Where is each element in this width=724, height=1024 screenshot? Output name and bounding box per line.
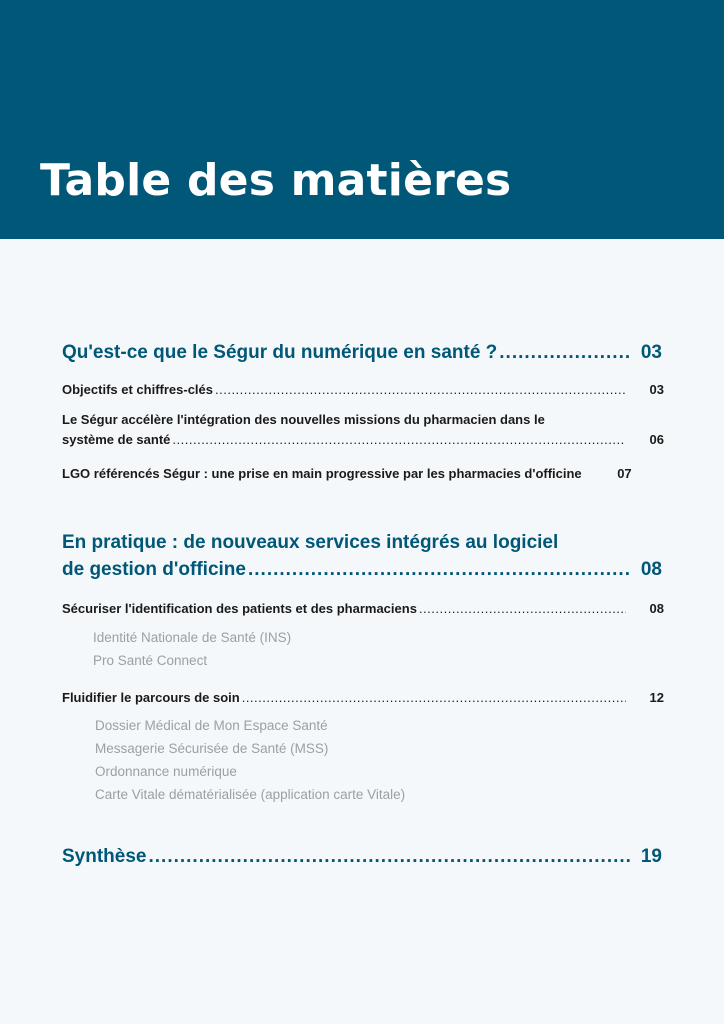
toc-leader-dots — [215, 382, 626, 397]
toc-heading-label-line1[interactable]: En pratique : de nouveaux services intég… — [62, 532, 559, 553]
toc-entry-label: LGO référencés Ségur : une prise en main… — [62, 466, 582, 481]
toc-page-number: 07 — [617, 466, 632, 481]
toc-entry-label: Objectifs et chiffres-clés — [62, 382, 213, 397]
toc-heading-synthese[interactable]: Synthèse 19 — [62, 846, 662, 868]
toc-page-number: 08 — [640, 559, 662, 580]
toc-page-number: 19 — [640, 846, 662, 867]
toc-entry-objectifs[interactable]: Objectifs et chiffres-clés 03 — [62, 382, 664, 397]
toc-page-number: 03 — [640, 342, 662, 363]
toc-leader-dots — [419, 601, 626, 616]
toc-leader-dots — [499, 342, 631, 364]
toc-page-number: 03 — [649, 382, 664, 397]
toc-heading-label: de gestion d'officine — [62, 559, 246, 580]
toc-page-number: 12 — [649, 690, 664, 705]
toc-subitem-dmp[interactable]: Dossier Médical de Mon Espace Santé — [95, 718, 328, 733]
toc-entry-label-line1[interactable]: Le Ségur accélère l'intégration des nouv… — [62, 412, 545, 427]
toc-heading-label: Synthèse — [62, 846, 147, 867]
toc-entry-segur-accelere[interactable]: système de santé 06 — [62, 432, 664, 447]
toc-heading-label: Qu'est-ce que le Ségur du numérique en s… — [62, 342, 498, 363]
toc-subitem-mss[interactable]: Messagerie Sécurisée de Santé (MSS) — [95, 741, 329, 756]
toc-heading-segur[interactable]: Qu'est-ce que le Ségur du numérique en s… — [62, 342, 662, 364]
toc-entry-label: Fluidifier le parcours de soin — [62, 690, 240, 705]
toc-leader-dots — [148, 846, 630, 868]
toc-entry-label: système de santé — [62, 432, 171, 447]
header-banner: Table des matières — [0, 0, 724, 239]
toc-entry-parcours[interactable]: Fluidifier le parcours de soin 12 — [62, 690, 664, 705]
toc-entry-identification[interactable]: Sécuriser l'identification des patients … — [62, 601, 664, 616]
toc-subitem-ordonnance[interactable]: Ordonnance numérique — [95, 764, 237, 779]
toc-page-number: 08 — [649, 601, 664, 616]
toc-entry-label: Sécuriser l'identification des patients … — [62, 601, 417, 616]
toc-leader-dots — [248, 559, 631, 581]
page-title: Table des matières — [40, 155, 512, 206]
toc-entry-lgo[interactable]: LGO référencés Ségur : une prise en main… — [62, 466, 664, 481]
toc-leader-dots — [242, 690, 626, 705]
toc-heading-pratique[interactable]: de gestion d'officine 08 — [62, 559, 662, 581]
toc-subitem-ins[interactable]: Identité Nationale de Santé (INS) — [93, 630, 292, 645]
toc-subitem-carte-vitale[interactable]: Carte Vitale dématérialisée (application… — [95, 787, 406, 802]
toc-page-number: 06 — [649, 432, 664, 447]
toc-leader-dots — [172, 432, 626, 447]
toc-subitem-psc[interactable]: Pro Santé Connect — [93, 653, 208, 668]
